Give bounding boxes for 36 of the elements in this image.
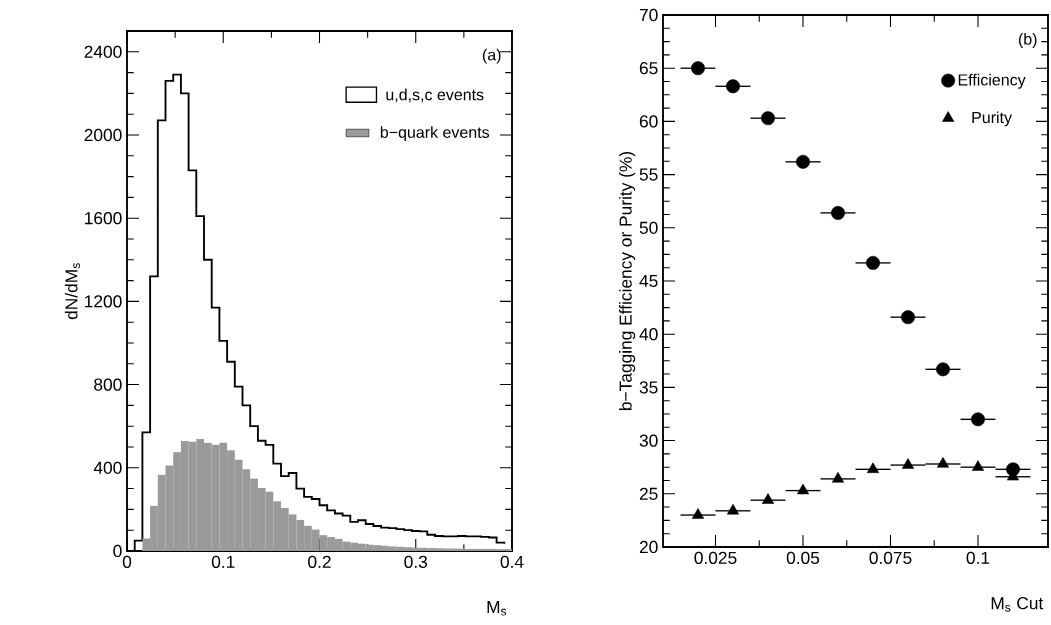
x-tick-label: 0.025 [694, 551, 737, 564]
y-tick-label: 50 [639, 221, 658, 234]
x-tick-label: 0.1 [966, 551, 990, 564]
x-tick-label: 0.2 [308, 555, 331, 568]
y-axis-title: b−Tagging Efficiency or Purity (%) [619, 151, 636, 411]
y-tick-label: 55 [639, 168, 658, 181]
y-tick-label: 800 [94, 378, 122, 391]
y-tick-label: 25 [639, 487, 658, 500]
x-tick-label: 0.1 [211, 555, 235, 568]
y-tick-label: 2400 [84, 45, 122, 58]
x-tick-label: 0 [122, 555, 132, 568]
y-tick-label: 20 [639, 540, 658, 554]
y-tick-label: 2000 [84, 128, 122, 142]
x-tick-label: 0.3 [404, 555, 428, 568]
y-tick-label: 35 [639, 381, 658, 394]
y-tick-label: 1600 [85, 212, 122, 225]
legend-label: Purity [972, 111, 1012, 127]
y-tick-label: 65 [639, 62, 658, 75]
x-tick-label: 0.05 [786, 551, 820, 564]
annotation: (b) [1018, 33, 1037, 48]
y-tick-label: 70 [639, 8, 658, 22]
y-tick-label: 45 [639, 274, 658, 288]
y-tick-label: 400 [93, 461, 122, 474]
legend-label: b−quark events [380, 126, 490, 142]
annotation: (a) [482, 48, 501, 64]
x-tick-label: 0.075 [869, 551, 912, 564]
y-tick-label: 40 [639, 328, 658, 341]
y-tick-label: 1200 [85, 295, 122, 308]
legend-label: Efficiency [958, 73, 1026, 89]
y-tick-label: 60 [639, 115, 658, 128]
x-tick-label: 0.4 [500, 555, 524, 568]
x-axis-title: M$_{s}$ [487, 601, 507, 616]
y-tick-label: 30 [639, 434, 658, 447]
legend-label: u,d,s,c events [386, 88, 484, 103]
y-axis-title: dN/dM$_{s}$ [64, 263, 80, 320]
x-axis-title: M$_{s}$ Cut [991, 597, 1044, 612]
